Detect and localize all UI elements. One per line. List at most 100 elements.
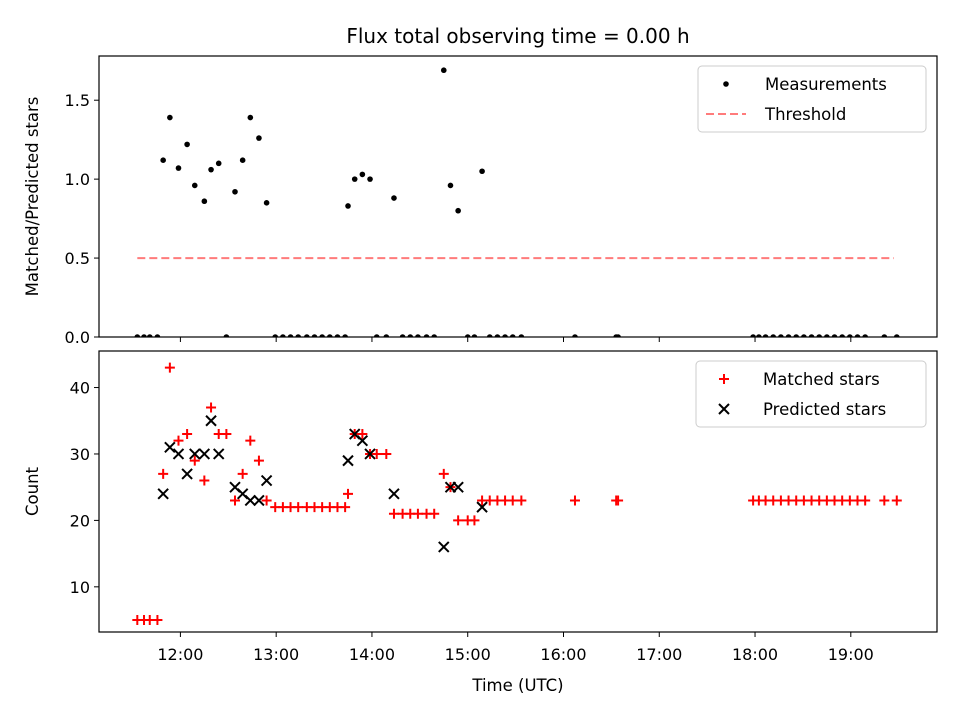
data-point: [407, 334, 414, 337]
data-point: [862, 334, 868, 337]
data-point: [342, 334, 348, 337]
data-layer: [132, 362, 902, 626]
data-point: [280, 334, 286, 337]
data-point: [399, 334, 406, 337]
data-point: [469, 515, 480, 526]
legend-box: [695, 360, 927, 428]
data-point: [371, 448, 382, 459]
data-point: [293, 502, 304, 513]
data-point: [438, 468, 449, 479]
data-point: [253, 455, 264, 466]
x-tick-label: 19:00: [828, 645, 874, 664]
data-point: [860, 495, 871, 506]
y-axis-label: Count: [23, 466, 42, 516]
data-point: [160, 157, 166, 163]
data-point: [334, 334, 341, 337]
data-point: [770, 334, 777, 337]
data-point: [245, 435, 256, 446]
legend-marker-plus: [719, 374, 729, 384]
series-x: [157, 415, 488, 553]
data-point: [359, 171, 366, 178]
data-point: [816, 334, 823, 337]
data-point: [502, 334, 508, 337]
data-point: [808, 334, 815, 337]
data-point: [198, 448, 211, 460]
data-point: [891, 495, 902, 506]
y-tick-label: 20: [70, 511, 90, 530]
data-point: [272, 334, 279, 337]
data-point: [750, 334, 756, 337]
data-point: [881, 334, 888, 337]
x-tick-label: 17:00: [636, 645, 682, 664]
data-point: [152, 615, 163, 626]
plot-frame: [98, 55, 938, 338]
y-tick-label: 10: [70, 578, 90, 597]
plot-frame: [98, 350, 938, 633]
y-axis-label: Matched/Predicted stars: [23, 97, 42, 297]
data-point: [189, 448, 201, 460]
data-point: [260, 474, 273, 487]
data-point: [356, 434, 369, 447]
data-point: [191, 182, 198, 189]
data-point: [415, 334, 421, 337]
x-tick-label: 13:00: [253, 645, 299, 664]
x-tick-label: 16:00: [540, 645, 586, 664]
data-layer: [134, 67, 900, 337]
data-point: [164, 362, 175, 373]
data-point: [412, 508, 423, 519]
data-point: [189, 455, 200, 466]
legend: Matched stars Predicted stars: [695, 360, 927, 428]
data-point: [471, 334, 478, 337]
data-point: [509, 334, 516, 337]
data-point: [146, 334, 153, 337]
legend-marker-x: [718, 403, 730, 415]
data-point: [253, 494, 265, 507]
chart-title: Flux total observing time = 0.00 h: [346, 24, 689, 48]
legend-label: Threshold: [764, 105, 846, 124]
data-point: [351, 176, 358, 182]
data-point: [429, 508, 440, 519]
data-point: [244, 494, 257, 507]
data-point: [164, 441, 176, 454]
data-point: [295, 334, 302, 337]
data-point: [854, 334, 861, 337]
x-tick-label: 18:00: [732, 645, 778, 664]
data-point: [479, 168, 485, 175]
x-tick-label: 15:00: [445, 645, 491, 664]
data-point: [494, 334, 501, 337]
x-axis-label: Time (UTC): [471, 676, 563, 695]
data-point: [383, 334, 390, 337]
data-point: [518, 334, 525, 337]
data-point: [167, 114, 173, 121]
legend-label: Matched stars: [763, 370, 880, 389]
data-point: [572, 334, 578, 337]
y-tick-label: 1.5: [65, 91, 90, 110]
y-tick-label: 1.0: [65, 170, 90, 189]
data-point: [839, 334, 845, 337]
data-point: [569, 495, 580, 506]
data-point: [208, 166, 214, 173]
data-point: [237, 468, 248, 479]
data-point: [158, 468, 169, 479]
data-point: [464, 334, 471, 337]
data-point: [154, 334, 161, 337]
data-point: [455, 207, 461, 214]
data-point: [516, 495, 527, 506]
data-point: [141, 334, 147, 337]
x-tick-label: 12:00: [157, 645, 203, 664]
data-point: [762, 334, 769, 337]
data-point: [340, 502, 351, 513]
data-point: [793, 334, 800, 337]
legend: Measurements Threshold: [697, 65, 927, 133]
data-point: [364, 448, 376, 460]
data-point: [381, 448, 392, 459]
legend-box: [697, 65, 927, 133]
data-point: [476, 501, 488, 513]
data-point: [613, 495, 624, 506]
data-point: [201, 198, 208, 205]
data-point: [213, 448, 225, 460]
data-point: [388, 508, 399, 519]
data-point: [438, 541, 450, 553]
data-point: [507, 495, 518, 506]
data-point: [447, 182, 454, 189]
